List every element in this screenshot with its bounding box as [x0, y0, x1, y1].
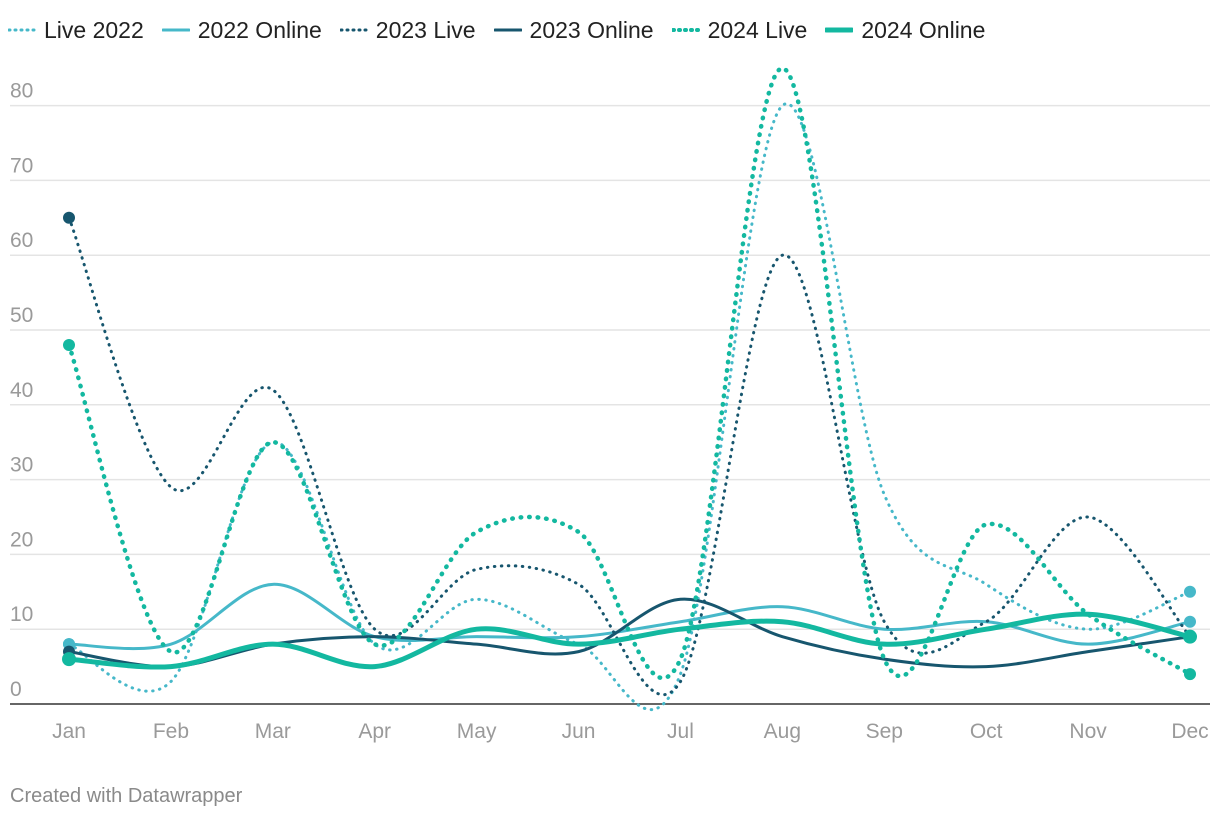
chart-legend: Live 2022 2022 Online 2023 Live 2023 Onl… — [8, 14, 985, 46]
x-tick-label: Jun — [562, 720, 596, 743]
line-chart: 0 10 20 30 40 50 60 70 80 Jan Feb Mar Apr May Jun Jul Au… — [10, 65, 1210, 743]
legend-item: 2024 Online — [825, 17, 985, 44]
y-tick-label: 30 — [10, 454, 33, 477]
legend-label: Live 2022 — [44, 16, 144, 43]
legend-item: 2022 Online — [161, 16, 322, 44]
x-tick-label: Mar — [255, 720, 291, 743]
y-tick-label: 40 — [10, 379, 33, 402]
legend-label: 2024 Live — [707, 16, 808, 43]
x-tick-label: Jan — [52, 720, 86, 743]
y-tick-label: 0 — [10, 678, 22, 701]
y-tick-label: 10 — [10, 603, 33, 626]
x-tick-label: Jul — [667, 720, 694, 743]
y-tick-label: 20 — [10, 528, 33, 551]
legend-label: 2023 Live — [375, 16, 476, 43]
series-line — [66, 611, 1193, 670]
series-line — [67, 216, 1192, 697]
x-tick-label: Nov — [1069, 720, 1107, 743]
series-line — [67, 597, 1192, 669]
series-line — [66, 65, 1193, 681]
legend-label: 2023 Online — [529, 16, 654, 43]
x-tick-label: Feb — [153, 720, 189, 743]
x-tick-label: May — [457, 720, 497, 743]
legend-swatch — [825, 27, 854, 33]
endpoint-marker — [1183, 629, 1197, 644]
x-tick-label: Dec — [1171, 720, 1208, 743]
legend-swatch — [493, 28, 522, 32]
endpoint-marker — [1184, 668, 1196, 681]
legend-item: 2023 Online — [493, 16, 654, 44]
x-tick-label: Oct — [970, 720, 1003, 743]
x-tick-label: Sep — [866, 720, 903, 743]
legend-label: 2024 Online — [861, 16, 986, 43]
endpoint-marker — [63, 338, 75, 351]
x-tick-label: Apr — [358, 720, 391, 743]
series-line — [67, 102, 1192, 711]
y-tick-label: 70 — [10, 154, 33, 177]
legend-label: 2022 Online — [197, 16, 322, 43]
y-tick-label: 80 — [10, 80, 33, 103]
x-tick-label: Aug — [764, 720, 801, 743]
endpoint-marker — [62, 652, 76, 667]
endpoint-marker — [1184, 585, 1196, 598]
legend-swatch — [671, 28, 700, 32]
legend-swatch — [161, 28, 190, 32]
y-tick-label: 50 — [10, 304, 33, 327]
chart-credit: Created with Datawrapper — [10, 785, 243, 807]
endpoint-marker — [63, 211, 75, 224]
legend-item: 2023 Live — [339, 16, 476, 44]
legend-item: Live 2022 — [8, 17, 144, 44]
y-tick-label: 60 — [10, 229, 33, 252]
legend-swatch — [8, 28, 36, 32]
endpoint-marker — [1184, 615, 1196, 628]
legend-item: 2024 Live — [671, 16, 808, 44]
legend-swatch — [339, 28, 368, 32]
